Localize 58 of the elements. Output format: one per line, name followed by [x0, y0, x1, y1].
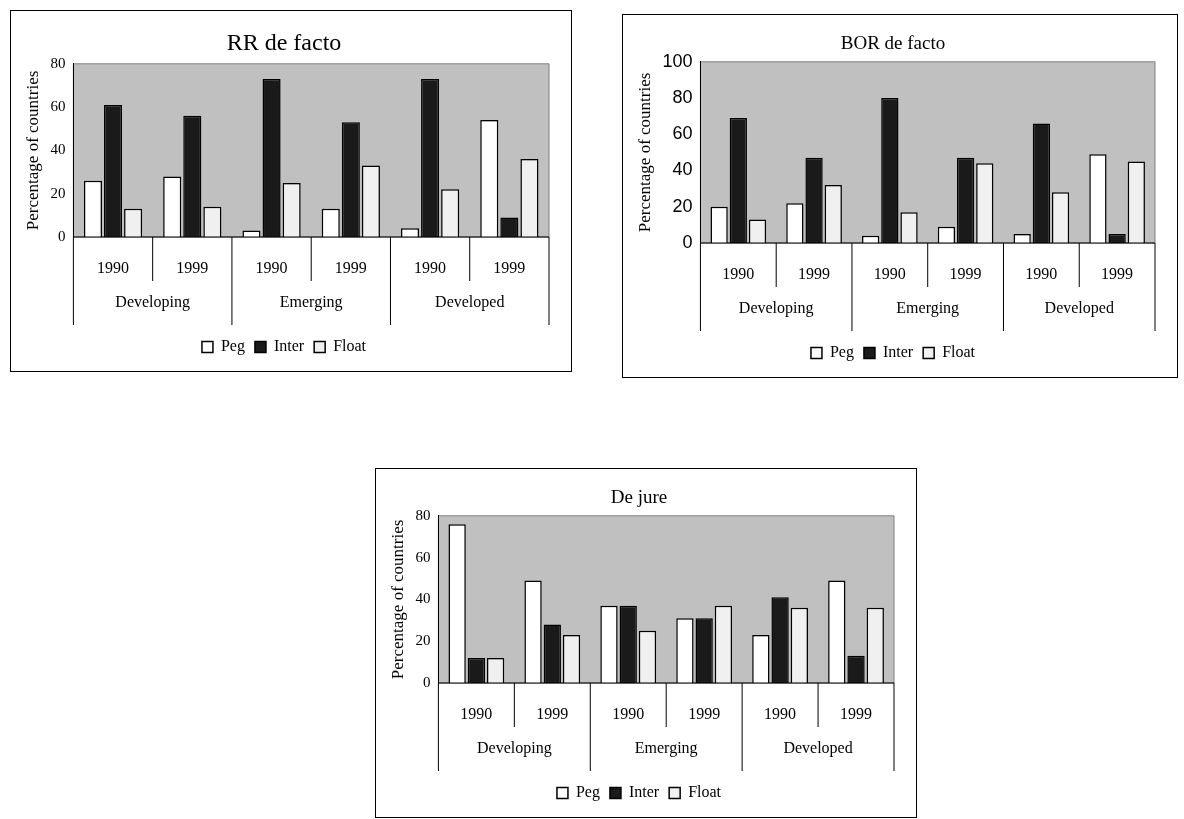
legend-label: Peg: [220, 337, 245, 356]
x-tick-label: 1999: [840, 704, 873, 722]
x-tick-label: 1990: [764, 704, 797, 722]
y-axis-title: Percentage of countries: [387, 519, 407, 680]
y-axis-title: Percentage of countries: [634, 72, 654, 233]
x-tick-label: 1990: [414, 258, 447, 276]
y-tick-label: 40: [672, 159, 693, 180]
x-tick-label: 1999: [493, 258, 526, 276]
x-tick-label: 1990: [255, 258, 288, 276]
y-tick-label: 40: [415, 590, 431, 607]
legend-label: Inter: [273, 337, 305, 355]
y-tick-label: 60: [415, 548, 431, 565]
x-tick-label: 1999: [798, 264, 831, 282]
legend-label: Inter: [882, 343, 914, 361]
text: Developed: [1044, 299, 1114, 318]
text: Emerging: [634, 739, 698, 758]
y-tick-label: 0: [57, 227, 66, 244]
legend-label: Inter: [628, 783, 660, 801]
x-tick-label: 1990: [1025, 264, 1058, 282]
y-axis-title: Percentage of countries: [22, 70, 42, 231]
y-tick-label: 0: [422, 673, 431, 690]
text: Emerging: [279, 293, 343, 312]
y-tick-label: 0: [682, 231, 693, 252]
text: Developing: [115, 293, 190, 312]
x-tick-label: 1999: [334, 258, 367, 276]
chart-title: De jure: [610, 486, 668, 508]
x-tick-label: 1990: [460, 704, 493, 722]
legend-label: Peg: [575, 783, 600, 802]
text: Developing: [477, 739, 552, 758]
y-tick-label: 60: [50, 98, 66, 115]
x-tick-label: 1999: [536, 704, 569, 722]
text: Emerging: [896, 299, 960, 318]
y-tick-label: 80: [415, 506, 431, 523]
y-tick-label: 20: [50, 184, 66, 201]
x-tick-label: 1990: [722, 264, 755, 282]
chart-title: BOR de facto: [840, 32, 946, 54]
legend-label: Float: [942, 343, 976, 361]
y-tick-label: 80: [50, 54, 66, 71]
y-tick-label: 40: [50, 141, 66, 158]
text: Developed: [783, 739, 853, 758]
y-tick-label: 20: [415, 632, 431, 649]
x-tick-label: 1990: [612, 704, 645, 722]
x-tick-label: 1990: [873, 264, 906, 282]
y-tick-label: 80: [672, 87, 693, 108]
y-tick-label: 20: [672, 195, 693, 216]
legend-label: Peg: [829, 343, 854, 362]
x-tick-label: 1999: [688, 704, 721, 722]
x-tick-label: 1999: [176, 258, 209, 276]
y-tick-label: 100: [662, 50, 693, 71]
text: Developing: [738, 299, 814, 318]
y-tick-label: 60: [672, 123, 693, 144]
text: Developed: [435, 293, 505, 312]
legend-label: Float: [333, 337, 367, 355]
x-tick-label: 1999: [1101, 264, 1134, 282]
x-tick-label: 1999: [949, 264, 982, 282]
chart-title: RR de facto: [226, 28, 342, 55]
x-tick-label: 1990: [97, 258, 130, 276]
legend-label: Float: [688, 783, 722, 801]
